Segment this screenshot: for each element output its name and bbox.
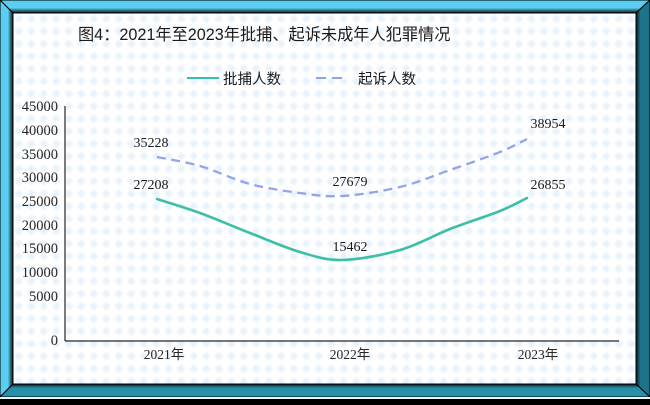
svg-text:35228: 35228 xyxy=(134,136,169,151)
svg-text:40000: 40000 xyxy=(22,123,58,139)
svg-text:0: 0 xyxy=(51,333,58,349)
svg-text:15000: 15000 xyxy=(22,241,58,257)
svg-text:26855: 26855 xyxy=(531,178,566,193)
svg-text:2022年: 2022年 xyxy=(330,347,371,362)
svg-text:20000: 20000 xyxy=(22,218,58,234)
svg-text:35000: 35000 xyxy=(22,147,58,163)
svg-text:2023年: 2023年 xyxy=(518,347,559,362)
svg-text:2021年: 2021年 xyxy=(144,347,185,362)
svg-text:起诉人数: 起诉人数 xyxy=(358,71,416,88)
svg-text:27208: 27208 xyxy=(134,178,169,193)
svg-text:10000: 10000 xyxy=(22,265,58,281)
svg-text:批捕人数: 批捕人数 xyxy=(223,71,281,88)
svg-text:27679: 27679 xyxy=(333,175,368,190)
svg-text:30000: 30000 xyxy=(22,170,58,186)
svg-text:45000: 45000 xyxy=(22,99,58,115)
svg-text:图4：2021年至2023年批捕、起诉未成年人犯罪情况: 图4：2021年至2023年批捕、起诉未成年人犯罪情况 xyxy=(78,26,450,44)
svg-text:15462: 15462 xyxy=(333,240,368,255)
svg-text:5000: 5000 xyxy=(29,289,58,305)
svg-text:25000: 25000 xyxy=(22,194,58,210)
svg-text:38954: 38954 xyxy=(531,117,566,132)
